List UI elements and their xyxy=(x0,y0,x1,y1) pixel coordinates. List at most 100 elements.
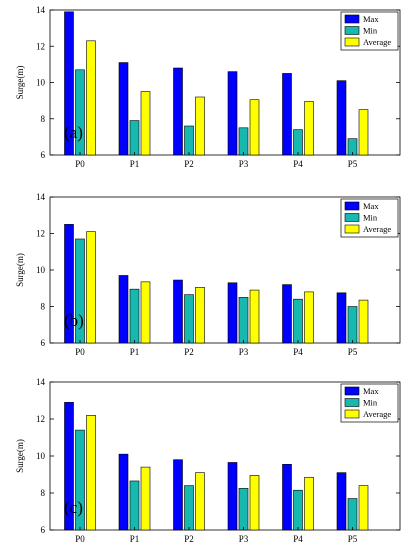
bar-min-p1 xyxy=(129,480,140,531)
bar-min-p1 xyxy=(129,288,140,344)
chart-panel-2: 6 8 10 12 14 Surge(m) P0 P1 P2 P3 P4 P5 (b) Max MinAve… xyxy=(15,192,401,357)
panel-label: (a) xyxy=(64,123,83,142)
bar-average-p1 xyxy=(140,281,151,344)
chart-panel-1: 6 8 10 12 14 Surge(m) P0 P1 P2 P3 P4 P5 (a) Max MinAve… xyxy=(15,5,401,169)
legend-label-average: Average xyxy=(363,224,391,234)
legend-label-min: Min xyxy=(363,26,378,36)
y-tick-label: 8 xyxy=(41,114,46,124)
y-tick-label: 10 xyxy=(36,78,46,88)
legend-swatch-min xyxy=(344,398,360,407)
bar-min-p3 xyxy=(238,127,249,156)
bar-average-p0 xyxy=(86,231,96,344)
bar-min-p4 xyxy=(293,489,303,531)
y-tick-label: 10 xyxy=(36,451,46,461)
x-tick-label-p2: P2 xyxy=(184,534,194,544)
x-tick-label-p1: P1 xyxy=(130,347,140,357)
x-tick-label-p0: P0 xyxy=(75,347,85,357)
legend-swatch-max xyxy=(344,201,360,211)
bar-average-p3 xyxy=(249,475,260,531)
bar-average-p2 xyxy=(195,96,205,156)
bar-average-p2 xyxy=(195,472,205,531)
bar-average-p5 xyxy=(358,485,369,531)
bar-average-p1 xyxy=(140,91,151,156)
bar-average-p3 xyxy=(249,289,260,344)
bar-average-p3 xyxy=(249,99,260,156)
legend-label-max: Max xyxy=(363,386,379,396)
legend-label-min: Min xyxy=(363,213,378,223)
x-tick-label-p0: P0 xyxy=(75,534,85,544)
bar-average-p5 xyxy=(358,299,369,344)
bar-min-p4 xyxy=(293,298,303,344)
y-axis-label: Surge(m) xyxy=(15,253,25,287)
legend-label-min: Min xyxy=(363,398,378,408)
bar-average-p4 xyxy=(304,476,314,531)
bar-min-p4 xyxy=(293,129,303,156)
y-tick-label: 6 xyxy=(41,525,46,535)
legend-label-average: Average xyxy=(363,37,391,47)
bar-min-p2 xyxy=(184,485,194,531)
y-tick-label: 6 xyxy=(41,338,46,348)
panel-label: (c) xyxy=(64,498,83,517)
bar-max-p4 xyxy=(282,464,292,531)
bar-max-p5 xyxy=(336,80,347,156)
bar-average-p0 xyxy=(86,414,96,531)
bar-max-p3 xyxy=(227,71,238,156)
bar-max-p2 xyxy=(173,459,183,531)
bar-min-p0 xyxy=(75,69,85,156)
y-axis-label: Surge(m) xyxy=(15,66,25,100)
legend-label-max: Max xyxy=(363,201,379,211)
bar-max-p0 xyxy=(64,11,74,156)
x-tick-label-p5: P5 xyxy=(348,347,358,357)
y-tick-label: 10 xyxy=(36,265,46,275)
legend-swatch-average xyxy=(344,37,360,47)
x-tick-label-p5: P5 xyxy=(348,534,358,544)
y-tick-label: 14 xyxy=(36,5,46,15)
x-tick-label-p1: P1 xyxy=(130,534,140,544)
y-tick-label: 12 xyxy=(36,229,45,239)
x-tick-label-p1: P1 xyxy=(130,159,140,169)
x-tick-label-p3: P3 xyxy=(239,159,249,169)
legend-swatch-max xyxy=(344,386,360,396)
x-tick-label-p3: P3 xyxy=(239,534,249,544)
x-tick-label-p0: P0 xyxy=(75,159,85,169)
y-tick-label: 14 xyxy=(36,192,46,202)
legend-label-average: Average xyxy=(363,409,391,419)
bar-average-p0 xyxy=(86,40,96,156)
x-tick-label-p4: P4 xyxy=(293,347,303,357)
legend-swatch-average xyxy=(344,409,360,419)
bar-average-p4 xyxy=(304,291,314,344)
bar-average-p1 xyxy=(140,466,151,531)
bar-average-p5 xyxy=(358,109,369,156)
bar-min-p3 xyxy=(238,297,249,344)
bar-max-p0 xyxy=(64,224,74,344)
bar-max-p2 xyxy=(173,279,183,344)
bar-max-p1 xyxy=(118,453,129,531)
legend-swatch-min xyxy=(344,26,360,35)
x-tick-label-p4: P4 xyxy=(293,534,303,544)
bar-min-p3 xyxy=(238,488,249,531)
x-tick-label-p2: P2 xyxy=(184,159,194,169)
bar-max-p0 xyxy=(64,402,74,531)
bar-max-p5 xyxy=(336,292,347,344)
y-tick-label: 8 xyxy=(41,488,46,498)
panel-label: (b) xyxy=(64,311,84,330)
bar-min-p1 xyxy=(129,120,140,156)
y-tick-label: 6 xyxy=(41,150,46,160)
legend-swatch-average xyxy=(344,224,360,234)
x-tick-label-p4: P4 xyxy=(293,159,303,169)
bar-min-p5 xyxy=(347,498,358,531)
x-tick-label-p2: P2 xyxy=(184,347,194,357)
legend-swatch-min xyxy=(344,213,360,222)
bar-average-p2 xyxy=(195,287,205,344)
y-tick-label: 8 xyxy=(41,302,46,312)
bar-max-p3 xyxy=(227,462,238,531)
bar-min-p5 xyxy=(347,306,358,344)
bar-max-p2 xyxy=(173,67,183,156)
legend-swatch-max xyxy=(344,14,360,24)
bar-max-p3 xyxy=(227,282,238,344)
y-axis-label: Surge(m) xyxy=(15,439,25,473)
